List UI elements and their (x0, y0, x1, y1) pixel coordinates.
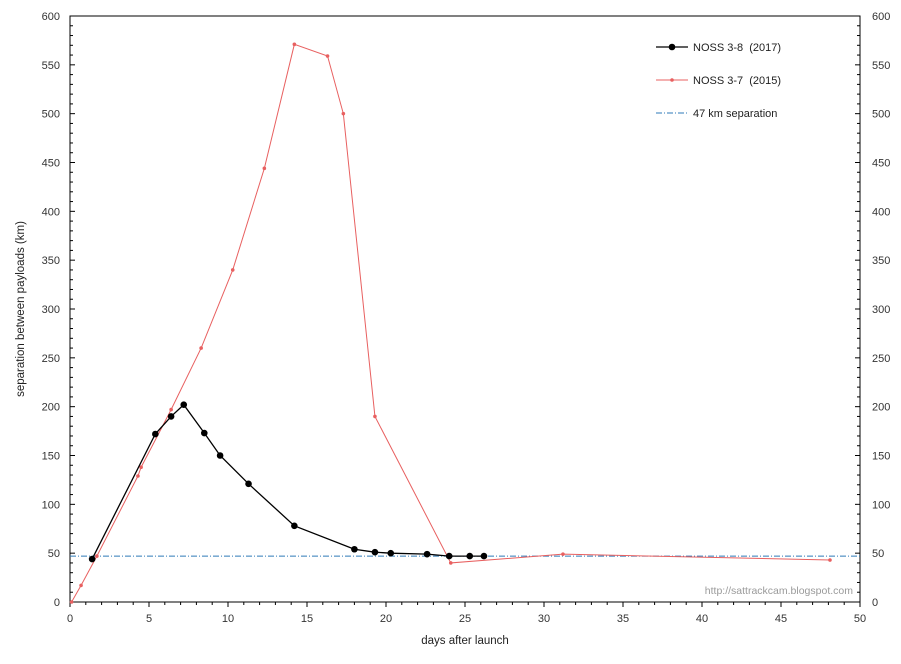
x-tick-label: 0 (67, 613, 73, 625)
data-point-noss-3-8-2017 (245, 480, 252, 488)
data-point-noss-3-7-2015 (373, 414, 377, 419)
data-point-noss-3-8-2017 (423, 550, 431, 558)
legend-label-noss-3-8: NOSS 3-8 (2017) (693, 42, 781, 54)
y-right-tick-label: 600 (872, 11, 890, 23)
x-tick-label: 35 (617, 613, 629, 625)
series-line-noss-3-7-2015 (71, 43, 830, 603)
y-left-tick-label: 500 (42, 109, 60, 121)
x-tick-label: 25 (459, 613, 471, 625)
data-point-noss-3-7-2015 (341, 111, 346, 116)
y-left-tick-label: 0 (54, 597, 60, 609)
watermark: http://sattrackcam.blogspot.com (705, 585, 853, 597)
data-point-noss-3-8-2017 (480, 552, 488, 560)
series-layer (69, 42, 860, 604)
data-point-noss-3-7-2015 (230, 268, 235, 272)
data-point-noss-3-8-2017 (152, 430, 159, 438)
legend-label-noss-3-7: NOSS 3-7 (2015) (693, 75, 781, 87)
data-point-noss-3-8-2017 (351, 545, 358, 553)
y-left-tick-label: 550 (42, 60, 60, 72)
x-tick-label: 15 (301, 613, 313, 625)
data-point-noss-3-8-2017 (387, 549, 395, 557)
y-right-tick-label: 250 (872, 353, 890, 365)
y-right-tick-label: 0 (872, 597, 878, 609)
data-point-noss-3-7-2015 (79, 583, 83, 588)
data-point-noss-3-7-2015 (448, 561, 453, 565)
data-point-noss-3-7-2015 (325, 54, 330, 58)
data-point-noss-3-7-2015 (199, 346, 203, 350)
y-left-tick-label: 100 (42, 499, 60, 511)
y-right-tick-label: 350 (872, 255, 890, 267)
legend-label-47km: 47 km separation (693, 108, 777, 120)
x-tick-label: 20 (380, 613, 392, 625)
y-left-tick-label: 200 (42, 402, 60, 414)
y-left-tick-label: 350 (42, 255, 60, 267)
data-point-noss-3-7-2015 (828, 558, 832, 562)
data-point-noss-3-7-2015 (139, 465, 143, 470)
data-point-noss-3-8-2017 (291, 522, 298, 530)
y-left-tick-label: 50 (48, 548, 60, 560)
y-right-tick-label: 200 (872, 402, 890, 414)
y-right-tick-label: 150 (872, 451, 890, 463)
x-tick-label: 45 (775, 613, 787, 625)
x-axis-title: days after launch (421, 635, 509, 647)
x-tick-label: 50 (854, 613, 866, 625)
y-right-tick-label: 50 (872, 548, 884, 560)
y-right-tick-label: 450 (872, 158, 890, 170)
x-tick-label: 30 (538, 613, 550, 625)
data-point-noss-3-7-2015 (561, 552, 565, 556)
data-point-noss-3-7-2015 (169, 407, 173, 412)
data-point-noss-3-7-2015 (69, 600, 74, 604)
data-point-noss-3-7-2015 (95, 554, 99, 558)
data-point-noss-3-8-2017 (216, 452, 224, 459)
x-tick-label: 10 (222, 613, 234, 625)
y-right-tick-label: 100 (872, 499, 890, 511)
x-axis-labels: 0 5 10 15 20 25 30 35 40 45 50 (67, 613, 866, 625)
data-point-noss-3-8-2017 (445, 552, 453, 560)
x-tick-label: 5 (146, 613, 152, 625)
plot-area (69, 15, 861, 603)
y-left-tick-label: 150 (42, 451, 60, 463)
data-point-noss-3-8-2017 (88, 555, 96, 563)
data-point-noss-3-8-2017 (371, 548, 379, 556)
y-axis-left-labels: 0 50 100 150 200 250 300 350 400 450 500 550 600 (42, 11, 60, 609)
y-right-tick-label: 400 (872, 206, 890, 218)
data-point-noss-3-8-2017 (466, 552, 474, 560)
data-point-noss-3-8-2017 (167, 413, 175, 420)
data-point-noss-3-8-2017 (201, 429, 208, 437)
y-left-tick-label: 250 (42, 353, 60, 365)
data-point-noss-3-7-2015 (136, 474, 140, 478)
data-point-noss-3-8-2017 (180, 401, 188, 409)
y-right-tick-label: 500 (872, 109, 890, 121)
y-axis-title: separation between payloads (km) (15, 221, 27, 397)
data-point-noss-3-7-2015 (292, 42, 297, 47)
legend-marker-noss-3-7 (670, 78, 674, 82)
legend-marker-noss-3-8 (668, 43, 676, 51)
y-left-tick-label: 450 (42, 158, 60, 170)
x-tick-label: 40 (696, 613, 708, 625)
y-left-tick-label: 400 (42, 206, 60, 218)
legend: NOSS 3-8 (2017) NOSS 3-7 (2015) 47 km se… (656, 42, 781, 120)
y-right-tick-label: 550 (872, 60, 890, 72)
axis-ticks (69, 15, 861, 607)
data-point-noss-3-7-2015 (262, 166, 267, 171)
y-axis-right-labels: 0 50 100 150 200 250 300 350 400 450 500 550 600 (872, 11, 890, 609)
y-left-tick-label: 600 (42, 11, 60, 23)
y-left-tick-label: 300 (42, 304, 60, 316)
y-right-tick-label: 300 (872, 304, 890, 316)
